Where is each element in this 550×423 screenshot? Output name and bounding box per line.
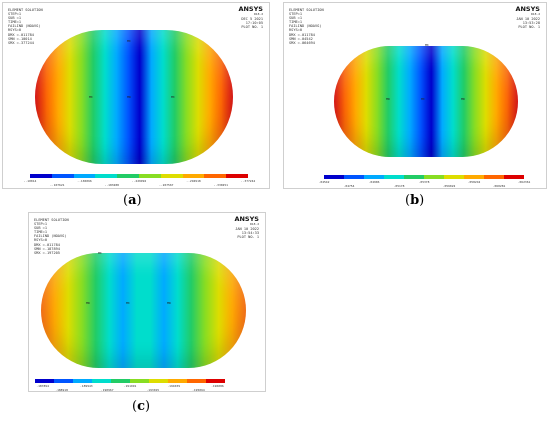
legend-ticks: .04542 .04906 .05378 .058242 .062361 .04… (318, 180, 531, 188)
legend-swatch (324, 175, 344, 179)
caption-a: (a) (123, 193, 142, 208)
legend-swatch (206, 379, 225, 383)
node-marker: MX (421, 97, 425, 101)
contour-plot-panel-a: ELEMENT SOLUTION STEP=1 SUB =1 TIME=1 FAILIN… (2, 2, 270, 189)
legend-swatch (226, 174, 248, 178)
legend-swatch (384, 175, 404, 179)
color-legend-bar (35, 379, 225, 383)
caption-b: (b) (405, 193, 425, 208)
solution-info: ELEMENT SOLUTION STEP=1 SUB =1 TIME=1 FAILIN… (289, 8, 324, 45)
legend-swatch (404, 175, 424, 179)
node-marker: MX (127, 39, 131, 43)
node-marker: MX (89, 95, 93, 99)
contour-plot-panel-b: ELEMENT SOLUTION STEP=1 SUB =1 TIME=1 FAILIN… (283, 2, 547, 189)
legend-swatch (73, 379, 92, 383)
node-marker: MN (86, 301, 90, 305)
legend-swatch (344, 175, 364, 179)
caption-c: (c) (132, 399, 151, 414)
legend-swatch (364, 175, 384, 179)
color-legend-bar (324, 175, 524, 179)
legend-swatch (54, 379, 73, 383)
legend-swatch (464, 175, 484, 179)
capsule-contour (334, 46, 518, 157)
legend-swatch (149, 379, 168, 383)
legend-swatch (187, 379, 206, 383)
legend-swatch (92, 379, 111, 383)
node-marker: MX (171, 95, 175, 99)
legend-swatch (168, 379, 187, 383)
plot-info: DEC 5 2021 17:10:05 PLOT NO. 1 (241, 17, 263, 30)
version-label: R18.2 (253, 12, 263, 16)
capsule-contour (35, 30, 233, 164)
color-legend-bar (30, 174, 248, 178)
legend-swatch (30, 174, 52, 178)
legend-ticks: .187894 .189943 .191991 .194039 .196086 … (36, 384, 224, 392)
legend-swatch (160, 174, 183, 178)
legend-swatch (504, 175, 524, 179)
node-marker: MN (461, 97, 465, 101)
legend-swatch (484, 175, 504, 179)
legend-swatch (73, 174, 96, 178)
legend-swatch (95, 174, 118, 178)
plot-info: JAN 10 2022 13:54:33 PLOT NO. 1 (235, 227, 259, 240)
legend-swatch (182, 174, 205, 178)
plot-info: JAN 10 2022 13:53:28 PLOT NO. 1 (516, 17, 540, 30)
solution-info: ELEMENT SOLUTION STEP=1 SUB =1 TIME=1 FAILIN… (34, 218, 69, 255)
node-marker: MN (167, 301, 171, 305)
legend-swatch (35, 379, 54, 383)
ansys-logo: ANSYS (238, 5, 263, 13)
legend-swatch (424, 175, 444, 179)
node-marker: MN (386, 97, 390, 101)
node-marker: MX (126, 301, 130, 305)
legend-swatch (51, 174, 74, 178)
legend-swatch (111, 379, 130, 383)
version-label: R18.2 (530, 12, 540, 16)
ansys-logo: ANSYS (515, 5, 540, 13)
legend-ticks: -.10014 -.165066 -.229992 -.294918 -.377… (23, 179, 256, 187)
legend-swatch (130, 379, 149, 383)
contour-plot-panel-c: ELEMENT SOLUTION STEP=1 SUB =1 TIME=1 FAILIN… (28, 212, 266, 392)
node-marker: MX (425, 43, 429, 47)
node-marker: MX (98, 251, 102, 255)
legend-swatch (204, 174, 227, 178)
version-label: R18.2 (249, 222, 259, 226)
solution-info: ELEMENT SOLUTION STEP=1 SUB =1 TIME=1 FAILIN… (8, 8, 43, 45)
legend-swatch (444, 175, 464, 179)
legend-swatch (117, 174, 139, 178)
legend-swatch (138, 174, 161, 178)
capsule-contour (41, 253, 246, 368)
node-marker: MN (127, 95, 131, 99)
ansys-logo: ANSYS (234, 215, 259, 223)
